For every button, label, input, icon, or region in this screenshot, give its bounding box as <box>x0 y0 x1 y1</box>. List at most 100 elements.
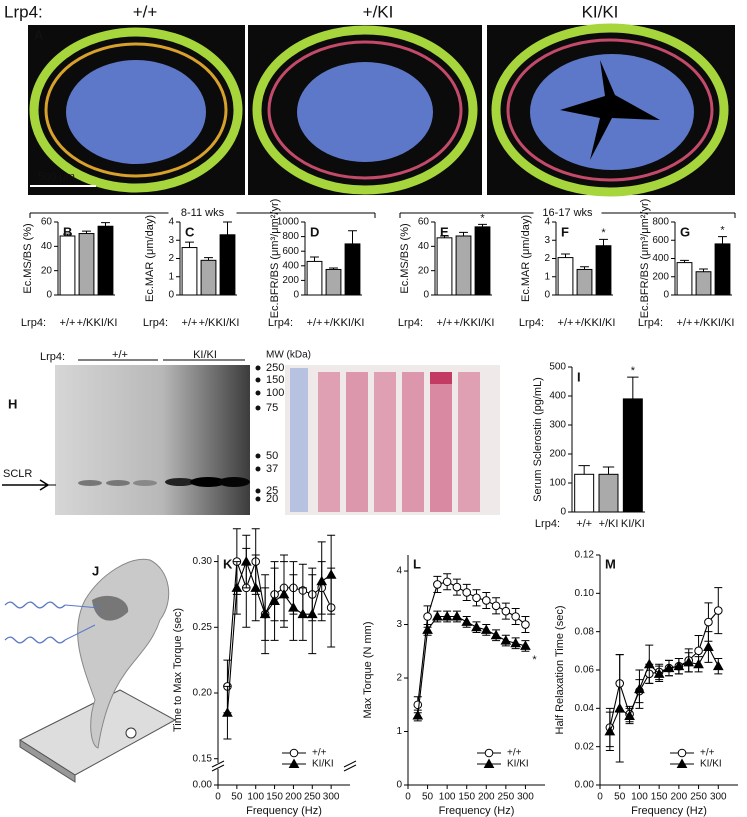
y-tick-label: 100 <box>549 478 566 489</box>
genotype-label: Lrp4: <box>40 351 65 363</box>
error-bar <box>63 233 72 236</box>
genotype: +/+ <box>112 349 128 361</box>
legend-label: +/+ <box>312 748 327 759</box>
x-tick-label: KI/KI <box>471 317 495 329</box>
marker <box>288 602 299 612</box>
marker <box>704 617 713 627</box>
significance: * <box>532 654 537 666</box>
y-tick-label: 2 <box>544 253 550 264</box>
significance: * <box>480 212 485 224</box>
legend-label: KI/KI <box>507 759 529 770</box>
error-bar <box>185 241 194 248</box>
y-tick-label: 60 <box>41 217 53 228</box>
ladder-dot <box>255 453 261 459</box>
x-tick-label: KI/KI <box>621 518 645 530</box>
bar <box>474 226 491 296</box>
bar <box>325 268 342 296</box>
panel-letter: A <box>34 27 44 42</box>
x-tick-label: +/KI <box>599 518 619 530</box>
marker <box>673 660 685 671</box>
y-axis-label: Ec.BFR/BS (μm³/μm²/yr) <box>639 199 651 319</box>
legend-label: KI/KI <box>312 759 334 770</box>
x-tick-label: 250 <box>690 792 707 803</box>
y-tick-label: 3 <box>544 235 550 246</box>
x-tick-label: +/KI <box>199 317 219 329</box>
x-tick-label: +/+ <box>307 317 323 329</box>
marker <box>643 658 655 669</box>
marker <box>422 624 433 634</box>
error-bar <box>478 223 487 227</box>
panel-letter: E <box>440 224 449 239</box>
axis-break <box>343 760 357 768</box>
ladder-dot <box>255 377 261 383</box>
x-tick-label: +/+ <box>437 317 453 329</box>
marker <box>433 580 442 589</box>
y-tick-label: 4 <box>168 217 174 228</box>
group-label: 16-17 wks <box>542 207 593 219</box>
marker <box>413 700 423 710</box>
x-tick-label: 150 <box>651 792 668 803</box>
category-prefix: Lrp4: <box>638 317 663 329</box>
legend-marker <box>677 748 687 758</box>
x-tick-label: KI/KI <box>592 317 616 329</box>
x-tick-label: +/+ <box>677 317 693 329</box>
y-tick-label: 600 <box>652 235 669 246</box>
y-tick-label: 0 <box>396 780 402 791</box>
legend-marker <box>289 748 299 758</box>
marker <box>712 660 724 671</box>
marker <box>316 575 328 586</box>
band-label: SCLR <box>3 468 32 480</box>
ladder-dot <box>255 496 261 502</box>
error-bar <box>699 268 708 272</box>
x-tick-label: 100 <box>439 792 456 803</box>
error-bar <box>718 236 727 244</box>
mw-marker: 25 <box>266 485 278 497</box>
ladder-dot <box>255 390 261 396</box>
category-prefix: Lrp4: <box>398 317 423 329</box>
y-axis-label: Ec.MAR (μm/day) <box>144 215 156 302</box>
y-tick-label: 0.20 <box>193 688 213 699</box>
y-tick-label: 0.10 <box>575 588 595 599</box>
bar <box>436 237 453 296</box>
axis-break <box>211 760 225 768</box>
significance: * <box>601 227 606 239</box>
y-tick-label: 2 <box>168 253 174 264</box>
y-tick-label: 200 <box>282 275 299 286</box>
genotype: KI/KI <box>193 349 217 361</box>
x-axis-label: Frequency (Hz) <box>631 805 707 817</box>
marker <box>713 606 723 615</box>
error-bar <box>82 230 91 234</box>
ladder-dot <box>255 488 261 494</box>
marker <box>683 656 695 667</box>
marker <box>501 606 511 616</box>
marker <box>442 577 452 587</box>
marker <box>412 709 424 720</box>
marker <box>231 582 243 592</box>
legend-marker <box>483 758 495 768</box>
panel-letter: M <box>605 556 616 571</box>
panel-letter: K <box>223 556 233 571</box>
y-tick-label: 1 <box>168 271 174 282</box>
y-tick-label: 0.02 <box>575 741 595 752</box>
y-tick-label: 0.30 <box>193 556 213 567</box>
y-tick-label: 0.12 <box>575 550 595 561</box>
marker <box>703 641 714 651</box>
bar <box>714 243 731 296</box>
marker <box>480 624 492 634</box>
bar <box>59 235 76 296</box>
y-tick-label: 400 <box>549 391 566 402</box>
marker <box>510 637 521 648</box>
category-prefix: Lrp4: <box>535 518 560 530</box>
x-tick-label: 100 <box>247 792 264 803</box>
marker <box>472 593 481 603</box>
series-line <box>226 559 332 687</box>
y-tick-label: 0.25 <box>193 622 213 633</box>
y-tick-label: 0.00 <box>193 780 213 791</box>
y-tick-label: 40 <box>418 241 430 252</box>
x-tick-label: 300 <box>710 792 727 803</box>
y-axis-label: Serum Sclerostin (pg/mL) <box>532 377 544 502</box>
x-tick-label: 300 <box>517 792 534 803</box>
bar <box>622 398 643 513</box>
y-tick-label: 1000 <box>277 217 300 228</box>
x-tick-label: KI/KI <box>711 317 735 329</box>
